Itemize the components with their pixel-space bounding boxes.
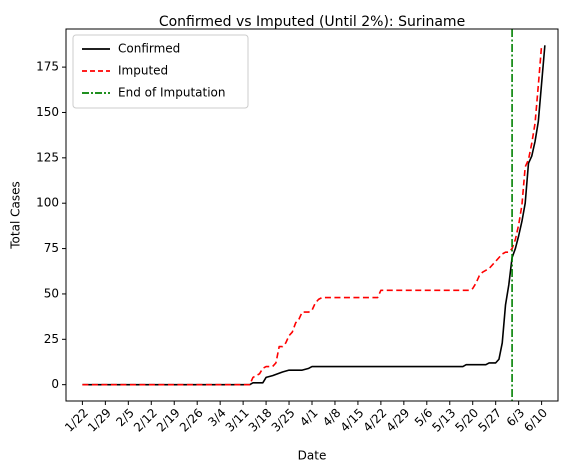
y-tick-label: 100 [36,196,59,210]
y-tick-label: 150 [36,105,59,119]
y-tick-label: 125 [36,150,59,164]
series-line-confirmed [82,45,546,386]
legend: Confirmed Imputed End of Imputation [72,34,249,109]
y-tick-label: 175 [36,60,59,74]
chart-title: Confirmed vs Imputed (Until 2%): Surinam… [159,14,465,30]
legend-label-end-of-imputation: End of Imputation [118,86,226,100]
series-layer [82,29,546,401]
x-axis-label: Date [298,449,327,463]
y-tick-label: 25 [44,332,59,346]
y-tick-label: 50 [44,286,59,300]
legend-label-confirmed: Confirmed [118,42,180,56]
series-line-imputed [82,45,543,386]
legend-label-imputed: Imputed [118,64,168,78]
y-tick-label: 0 [51,377,59,391]
y-tick-label: 75 [44,241,59,255]
y-axis: 0 25 50 75 100 125 150 175 [36,60,66,391]
y-axis-label: Total Cases [9,181,23,249]
legend-frame [72,34,249,109]
